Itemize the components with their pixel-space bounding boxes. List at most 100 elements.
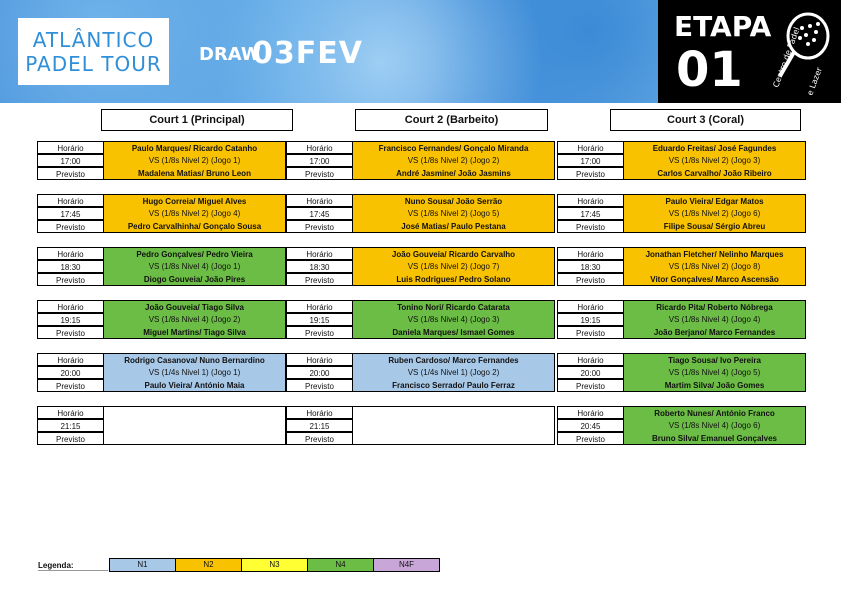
previsto-label: Previsto: [286, 167, 353, 180]
team1-cell: João Gouveia/ Ricardo Carvalho: [352, 247, 555, 260]
legend-item-n4f: N4F: [373, 558, 440, 572]
time-cell: 18:30: [286, 260, 353, 273]
match-info-cell: VS (1/8s Nivel 4) (Jogo 2): [103, 313, 286, 326]
team2-cell: Luis Rodrigues/ Pedro Solano: [352, 273, 555, 286]
schedule-row: Horário 19:15 Previsto João Gouveia/ Tiago …: [37, 300, 808, 340]
team2-cell: Madalena Matias/ Bruno Leon: [103, 167, 286, 180]
time-cell: 17:45: [286, 207, 353, 220]
time-cell: 18:30: [557, 260, 624, 273]
match-info-cell: VS (1/4s Nivel 1) (Jogo 1): [103, 366, 286, 379]
team2-cell: Filipe Sousa/ Sérgio Abreu: [623, 220, 806, 233]
match-info-cell: VS (1/8s Nivel 4) (Jogo 3): [352, 313, 555, 326]
time-cell: 17:45: [37, 207, 104, 220]
legend-item-n2: N2: [175, 558, 242, 572]
previsto-label: Previsto: [557, 432, 624, 445]
legend-label: Legenda:: [38, 561, 74, 570]
horario-label: Horário: [286, 247, 353, 260]
time-cell: 20:00: [37, 366, 104, 379]
club-text-1: Centro de Padel: [771, 26, 801, 89]
previsto-label: Previsto: [37, 167, 104, 180]
time-cell: 18:30: [37, 260, 104, 273]
horario-label: Horário: [557, 406, 624, 419]
previsto-label: Previsto: [286, 220, 353, 233]
match-info-cell: VS (1/4s Nivel 1) (Jogo 2): [352, 366, 555, 379]
time-cell: 17:00: [557, 154, 624, 167]
horario-label: Horário: [557, 247, 624, 260]
club-text-2: e Lazer: [805, 65, 824, 96]
time-cell: 17:45: [557, 207, 624, 220]
team1-cell: Nuno Sousa/ João Serrão: [352, 194, 555, 207]
match-info-cell: VS (1/8s Nivel 4) (Jogo 1): [103, 260, 286, 273]
time-cell: 19:15: [557, 313, 624, 326]
horario-label: Horário: [37, 300, 104, 313]
schedule-row: Horário 21:15 Previsto Horário 21:15 Previsto…: [37, 406, 808, 446]
etapa-label: ETAPA: [674, 10, 772, 43]
match-info-cell: VS (1/8s Nivel 4) (Jogo 6): [623, 419, 806, 432]
team1-cell: Ruben Cardoso/ Marco Fernandes: [352, 353, 555, 366]
schedule-row: Horário 20:00 Previsto Rodrigo Casanova/ Nu…: [37, 353, 808, 393]
court-1-header: Court 1 (Principal): [101, 109, 293, 131]
previsto-label: Previsto: [557, 167, 624, 180]
team1-cell: Tiago Sousa/ Ivo Pereira: [623, 353, 806, 366]
team2-cell: Pedro Carvalhinha/ Gonçalo Sousa: [103, 220, 286, 233]
match-info-cell: VS (1/8s Nivel 2) (Jogo 2): [352, 154, 555, 167]
draw-date: 03FEV: [252, 36, 363, 71]
team2-cell: Martim Silva/ João Gomes: [623, 379, 806, 392]
horario-label: Horário: [286, 300, 353, 313]
previsto-label: Previsto: [286, 326, 353, 339]
schedule-row: Horário 17:00 Previsto Paulo Marques/ Ricar…: [37, 141, 808, 181]
match-info-cell: VS (1/8s Nivel 4) (Jogo 4): [623, 313, 806, 326]
horario-label: Horário: [37, 141, 104, 154]
header-banner: ATLÂNTICO PADEL TOUR DRAW 03FEV ETAPA 01…: [0, 0, 841, 103]
previsto-label: Previsto: [286, 273, 353, 286]
horario-label: Horário: [286, 353, 353, 366]
team2-cell: Daniela Marques/ Ismael Gomes: [352, 326, 555, 339]
team1-cell: Pedro Gonçalves/ Pedro Vieira: [103, 247, 286, 260]
time-cell: 20:00: [286, 366, 353, 379]
team1-cell: Eduardo Freitas/ José Fagundes: [623, 141, 806, 154]
team2-cell: José Matias/ Paulo Pestana: [352, 220, 555, 233]
team1-cell: Rodrigo Casanova/ Nuno Bernardino: [103, 353, 286, 366]
team2-cell: João Berjano/ Marco Fernandes: [623, 326, 806, 339]
horario-label: Horário: [557, 194, 624, 207]
etapa-box: ETAPA 01 Centro de Padel e Lazer: [658, 0, 841, 103]
team2-cell: Vitor Gonçalves/ Marco Ascensão: [623, 273, 806, 286]
logo-line2: PADEL TOUR: [25, 51, 162, 76]
time-cell: 17:00: [37, 154, 104, 167]
legend-item-n3: N3: [241, 558, 308, 572]
horario-label: Horário: [286, 141, 353, 154]
match-info-cell: VS (1/8s Nivel 2) (Jogo 3): [623, 154, 806, 167]
team2-cell: Francisco Serrado/ Paulo Ferraz: [352, 379, 555, 392]
match-info-cell: VS (1/8s Nivel 2) (Jogo 1): [103, 154, 286, 167]
previsto-label: Previsto: [37, 432, 104, 445]
team1-cell: Paulo Vieira/ Edgar Matos: [623, 194, 806, 207]
time-cell: 19:15: [286, 313, 353, 326]
legend-item-n1: N1: [109, 558, 176, 572]
time-cell: 20:00: [557, 366, 624, 379]
match-info-cell: VS (1/8s Nivel 2) (Jogo 6): [623, 207, 806, 220]
team1-cell: Ricardo Pita/ Roberto Nóbrega: [623, 300, 806, 313]
team1-cell: João Gouveia/ Tiago Silva: [103, 300, 286, 313]
previsto-label: Previsto: [286, 379, 353, 392]
previsto-label: Previsto: [37, 273, 104, 286]
court-2-header: Court 2 (Barbeito): [355, 109, 548, 131]
schedule-row: Horário 17:45 Previsto Hugo Correia/ Miguel…: [37, 194, 808, 234]
horario-label: Horário: [286, 194, 353, 207]
match-info-cell: VS (1/8s Nivel 2) (Jogo 5): [352, 207, 555, 220]
schedule-row: Horário 18:30 Previsto Pedro Gonçalves/ Ped…: [37, 247, 808, 287]
match-info-cell: [103, 419, 286, 432]
previsto-label: Previsto: [37, 326, 104, 339]
logo-line1: ATLÂNTICO: [32, 27, 155, 52]
team2-cell: Bruno Silva/ Emanuel Gonçalves: [623, 432, 806, 445]
club-name-text: Centro de Padel e Lazer: [771, 26, 824, 97]
time-cell: 20:45: [557, 419, 624, 432]
horario-label: Horário: [37, 406, 104, 419]
match-info-cell: VS (1/8s Nivel 4) (Jogo 5): [623, 366, 806, 379]
match-info-cell: [352, 419, 555, 432]
team1-cell: Jonathan Fletcher/ Nelinho Marques: [623, 247, 806, 260]
team2-cell: [352, 432, 555, 445]
draw-label: DRAW: [199, 44, 261, 65]
match-info-cell: VS (1/8s Nivel 2) (Jogo 7): [352, 260, 555, 273]
time-cell: 21:15: [286, 419, 353, 432]
team1-cell: Roberto Nunes/ António Franco: [623, 406, 806, 419]
